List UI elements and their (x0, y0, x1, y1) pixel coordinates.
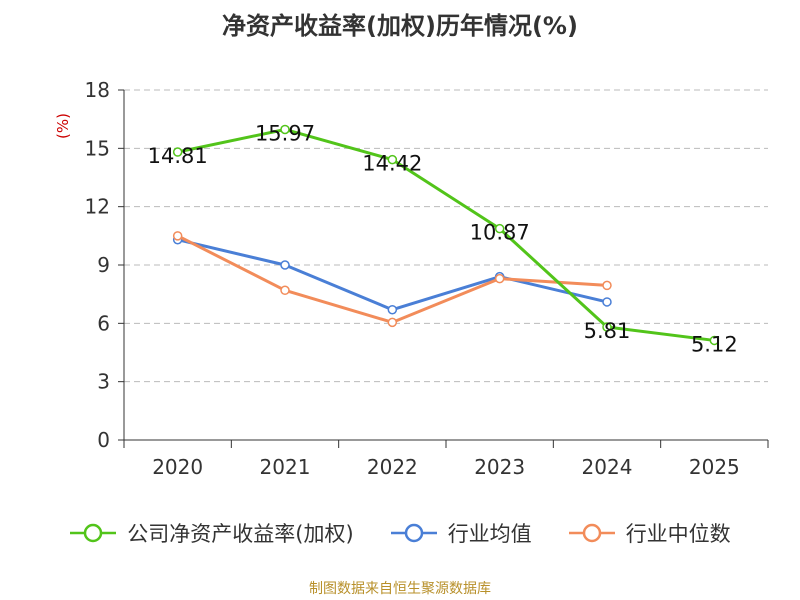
legend-label: 公司净资产收益率(加权) (127, 522, 354, 546)
y-tick-label: 18 (85, 78, 110, 102)
data-label: 10.87 (470, 221, 530, 245)
x-tick-label: 2024 (582, 455, 633, 479)
data-label: 14.42 (362, 152, 422, 176)
data-point (387, 317, 398, 328)
data-point (280, 260, 290, 270)
data-point (602, 280, 612, 291)
chart-title: 净资产收益率(加权)历年情况(%) (222, 12, 578, 40)
legend-marker (404, 523, 423, 543)
y-tick-label: 3 (97, 370, 110, 394)
data-point (602, 322, 612, 332)
data-point (172, 231, 183, 241)
legend-marker (582, 523, 601, 543)
data-point (280, 124, 290, 135)
legend-marker (84, 523, 103, 543)
legend-line-circle-icon (390, 523, 437, 543)
x-tick-label: 2021 (260, 455, 311, 479)
y-tick-label: 6 (97, 311, 110, 335)
legend-label: 行业中位数 (625, 522, 731, 546)
axes: 0 3 6 9 12 15 18 2020 2021 2022 2023 2024 2025 (85, 78, 769, 479)
x-tick-label: 2023 (474, 455, 525, 479)
series-line-1 (177, 238, 608, 312)
data-point (387, 154, 398, 165)
y-tick-label: 12 (85, 195, 110, 219)
data-point (280, 285, 290, 296)
legend-line-circle-icon (568, 523, 615, 543)
data-point (494, 223, 505, 234)
data-labels: 14.81 15.97 14.42 10.87 5.81 5.12 (148, 121, 738, 356)
data-point (709, 335, 720, 346)
data-point (602, 297, 612, 307)
y-tick-label: 9 (97, 253, 110, 277)
series (172, 124, 720, 346)
data-point (172, 147, 183, 157)
legend-item[interactable]: 行业均值 (390, 518, 532, 548)
legend-item[interactable]: 公司净资产收益率(加权) (69, 518, 354, 548)
data-label: 5.12 (691, 332, 738, 356)
y-tick-label: 0 (97, 428, 110, 452)
legend-item[interactable]: 行业中位数 (568, 518, 731, 548)
data-label: 5.81 (584, 319, 631, 343)
x-tick-label: 2022 (367, 455, 418, 479)
x-tick-label: 2025 (689, 455, 740, 479)
legend-line-circle-icon (70, 523, 117, 543)
data-label: 15.97 (255, 121, 315, 145)
source-note: 制图数据来自恒生聚源数据库 (309, 581, 491, 597)
legend: 公司净资产收益率(加权) 行业均值 行业中位数 (0, 518, 800, 548)
series-line-0 (177, 127, 715, 342)
data-point (387, 304, 398, 315)
data-point (494, 273, 505, 284)
legend-label: 行业均值 (447, 522, 532, 546)
x-tick-label: 2020 (152, 455, 203, 479)
y-tick-label: 15 (85, 136, 110, 160)
grid-lines (124, 89, 768, 383)
data-label: 14.81 (148, 144, 208, 168)
y-axis-label: (%) (54, 113, 72, 139)
